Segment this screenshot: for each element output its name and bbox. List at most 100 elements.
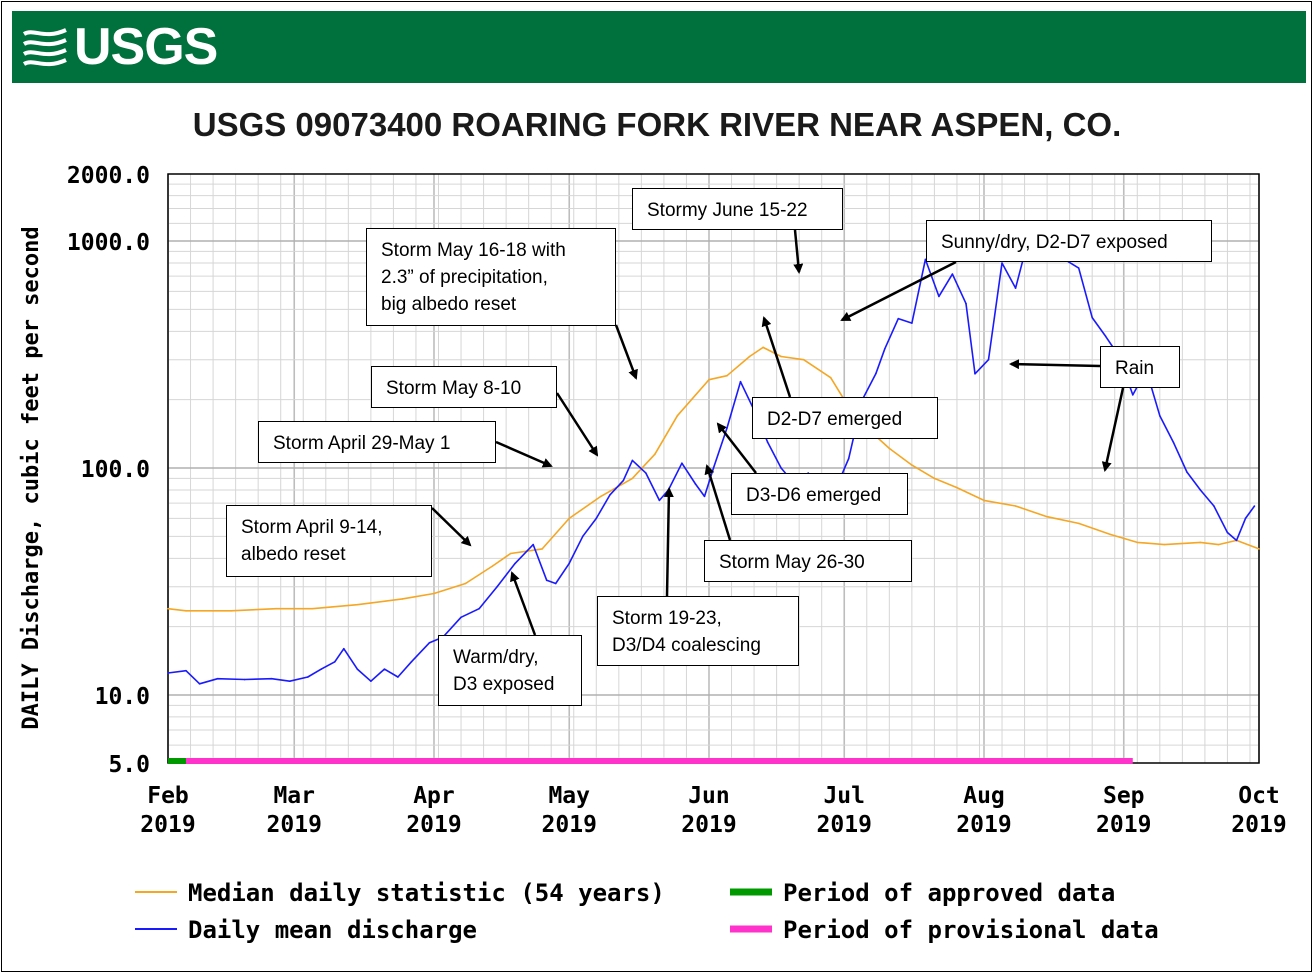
x-tick-year: 2019 (542, 812, 597, 838)
daily-mean-point (631, 459, 634, 462)
daily-mean-point (460, 616, 462, 619)
daily-mean-point (1199, 489, 1202, 491)
daily-mean-point (726, 427, 728, 429)
y-tick-labels: 2000.0 1000.0 100.0 10.0 5.0 (67, 163, 150, 778)
y-tick-label: 1000.0 (67, 230, 150, 256)
daily-mean-point (1001, 262, 1003, 264)
annotation-arrow (614, 324, 638, 380)
median-point (1109, 533, 1112, 536)
annotation-arrow (495, 440, 553, 468)
daily-mean-point (1159, 414, 1161, 417)
median-point (433, 592, 435, 595)
daily-mean-point (780, 467, 782, 469)
data-period-bars (168, 758, 1133, 764)
median-point (185, 609, 187, 612)
annotation-arrow (840, 260, 957, 322)
usgs-banner: USGS (12, 11, 1306, 83)
daily-mean-point (884, 348, 886, 350)
median-point (676, 414, 679, 417)
daily-mean-point (645, 472, 647, 474)
median-point (726, 374, 728, 377)
daily-mean-point (554, 582, 557, 585)
daily-mean-point (1213, 505, 1215, 507)
median-point (311, 607, 314, 610)
daily-mean-point (383, 668, 386, 670)
daily-mean-point (581, 535, 584, 538)
median-point (356, 603, 359, 606)
daily-mean-point (306, 676, 309, 678)
y-axis-label: DAILY Discharge, cubic feet per second (19, 226, 44, 729)
y-tick-label: 10.0 (95, 684, 150, 710)
usgs-wave-icon (22, 28, 67, 67)
daily-mean-point (243, 678, 246, 681)
daily-mean-point (938, 295, 940, 298)
annotation-box: Storm May 8-10 (371, 366, 557, 408)
daily-mean-point (410, 661, 413, 663)
annotation-box: Warm/dry, D3 exposed (438, 635, 582, 706)
annotation-box: Storm May 26-30 (704, 540, 912, 582)
daily-mean-point (496, 585, 498, 588)
median-point (1014, 505, 1017, 507)
daily-mean-point (185, 669, 187, 672)
daily-mean-point (965, 302, 967, 305)
median-point (509, 552, 512, 555)
daily-mean-point (514, 562, 516, 565)
median-point (1217, 543, 1220, 546)
daily-mean-point (1244, 517, 1247, 520)
daily-mean-point (216, 677, 219, 680)
daily-mean-point (987, 358, 990, 361)
daily-mean-point (874, 373, 877, 375)
daily-mean-point (356, 668, 359, 670)
median-point (631, 477, 634, 480)
median-point (829, 376, 832, 379)
median-point (1163, 543, 1166, 546)
median-point (541, 548, 543, 550)
daily-mean-point (681, 462, 683, 464)
annotation-arrow (1009, 359, 1101, 370)
daily-mean-point (198, 683, 201, 685)
annotation-box: Storm 19-23, D3/D4 coalescing (597, 596, 799, 666)
x-tick-year: 2019 (681, 812, 736, 838)
daily-mean-point (370, 680, 372, 683)
median-point (1077, 522, 1080, 525)
daily-mean-point (609, 494, 611, 496)
daily-mean-point (694, 483, 697, 485)
daily-mean-point (1172, 441, 1175, 443)
daily-mean-point (1104, 335, 1107, 338)
x-tick-month: Apr (413, 783, 455, 809)
x-tick-month: Mar (273, 783, 315, 809)
median-point (464, 582, 467, 585)
y-tick-label: 100.0 (81, 457, 150, 483)
median-point (1136, 541, 1139, 544)
annotation-box: D2-D7 emerged (752, 397, 938, 439)
daily-mean-point (568, 562, 571, 565)
median-point (933, 477, 936, 480)
median-point (654, 453, 656, 456)
daily-mean-point (1014, 287, 1017, 289)
annotation-arrow (1101, 387, 1125, 472)
legend-label-median: Median daily statistic (54 years) (188, 879, 665, 907)
legend-label-daily-mean: Daily mean discharge (188, 916, 477, 944)
median-point (568, 517, 571, 520)
annotation-box: Storm May 16-18 with 2.3” of precipitati… (366, 228, 616, 326)
x-tick-year: 2019 (267, 812, 322, 838)
daily-mean-point (974, 373, 976, 375)
annotation-arrow (716, 422, 757, 474)
x-tick-year: 2019 (1096, 812, 1151, 838)
usgs-logo-text: USGS (74, 18, 218, 76)
approved-period-bar (168, 758, 187, 764)
x-tick-labels: Feb 2019 Mar 2019 Apr 2019 May 2019 Jun 2019 Jul 20… (140, 783, 1286, 838)
median-point (230, 609, 232, 612)
daily-mean-point (343, 647, 345, 650)
median-point (1258, 548, 1260, 550)
median-point (983, 499, 985, 502)
daily-mean-point (924, 258, 927, 261)
daily-mean-point (1091, 316, 1093, 319)
annotation-arrow (510, 571, 537, 636)
legend: Median daily statistic (54 years) Daily … (135, 879, 1159, 944)
usgs-logo[interactable]: USGS (22, 17, 218, 77)
annotation-box: Sunny/dry, D2-D7 exposed (926, 220, 1212, 262)
legend-label-approved: Period of approved data (783, 879, 1115, 907)
x-tick-month: Oct (1238, 783, 1280, 809)
